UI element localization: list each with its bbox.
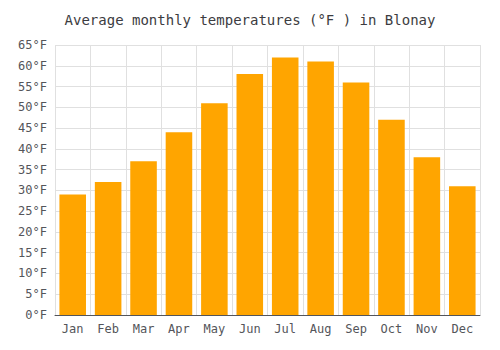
svg-text:Apr: Apr [168, 322, 190, 336]
svg-text:May: May [204, 322, 226, 336]
svg-text:Jan: Jan [62, 322, 84, 336]
svg-text:Jul: Jul [274, 322, 296, 336]
svg-text:55°F: 55°F [18, 80, 47, 94]
svg-text:35°F: 35°F [18, 163, 47, 177]
svg-text:0°F: 0°F [25, 308, 47, 322]
svg-text:65°F: 65°F [18, 38, 47, 52]
svg-text:10°F: 10°F [18, 266, 47, 280]
svg-text:30°F: 30°F [18, 183, 47, 197]
svg-text:60°F: 60°F [18, 59, 47, 73]
svg-text:25°F: 25°F [18, 204, 47, 218]
svg-text:20°F: 20°F [18, 225, 47, 239]
svg-text:50°F: 50°F [18, 100, 47, 114]
svg-text:Dec: Dec [451, 322, 473, 336]
svg-text:5°F: 5°F [25, 287, 47, 301]
svg-text:Sep: Sep [345, 322, 367, 336]
svg-text:40°F: 40°F [18, 142, 47, 156]
svg-text:Nov: Nov [416, 322, 438, 336]
svg-text:15°F: 15°F [18, 246, 47, 260]
svg-text:Average monthly temperatures (: Average monthly temperatures (°F ) in Bl… [65, 12, 436, 28]
svg-text:Mar: Mar [133, 322, 155, 336]
svg-text:Feb: Feb [97, 322, 119, 336]
svg-text:Aug: Aug [310, 322, 332, 336]
svg-text:45°F: 45°F [18, 121, 47, 135]
svg-text:Oct: Oct [381, 322, 403, 336]
svg-text:Jun: Jun [239, 322, 261, 336]
